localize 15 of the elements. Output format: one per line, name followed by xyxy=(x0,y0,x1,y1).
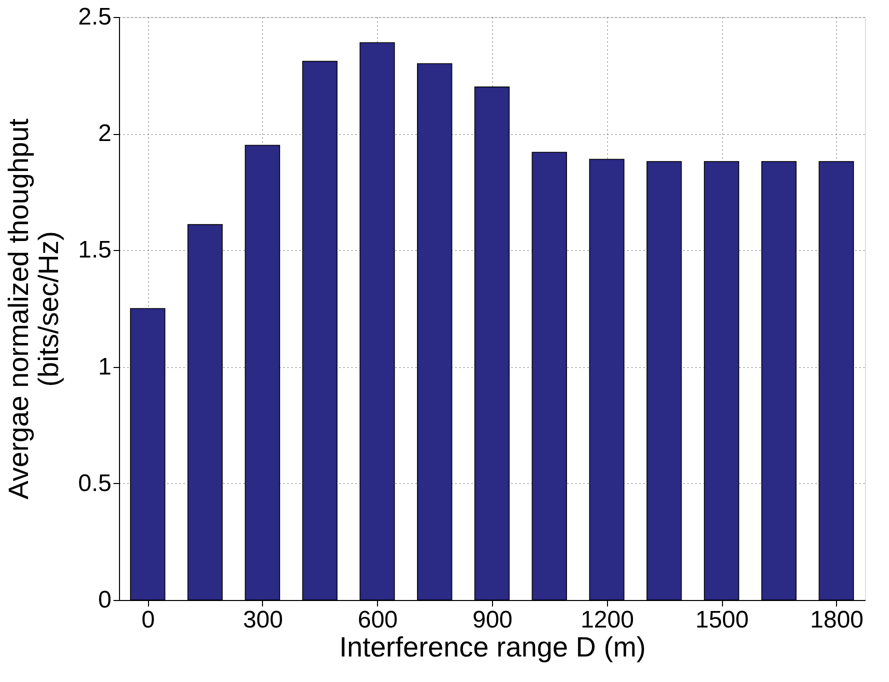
x-axis-title: Interference range D (m) xyxy=(339,632,646,662)
y-axis-title: Avergae normalized thoughput (bits/sec/Hz) xyxy=(3,118,64,500)
y-tick-label: 0.5 xyxy=(78,470,112,497)
x-tick-label: 1200 xyxy=(580,606,634,634)
x-tick-label: 0 xyxy=(142,606,155,634)
x-tick-label: 900 xyxy=(472,606,513,634)
y-tick-label: 1.5 xyxy=(78,236,112,264)
y-tick-label: 1 xyxy=(98,353,112,380)
x-tick-label: 1500 xyxy=(695,606,749,634)
x-tick-label: 600 xyxy=(358,606,398,634)
y-tick-label: 2.5 xyxy=(78,4,112,30)
x-tick-label: 300 xyxy=(242,606,283,634)
y-tick-label: 0 xyxy=(98,586,112,614)
x-tick-label: 1800 xyxy=(810,606,864,634)
y-tick-label: 2 xyxy=(98,120,112,148)
